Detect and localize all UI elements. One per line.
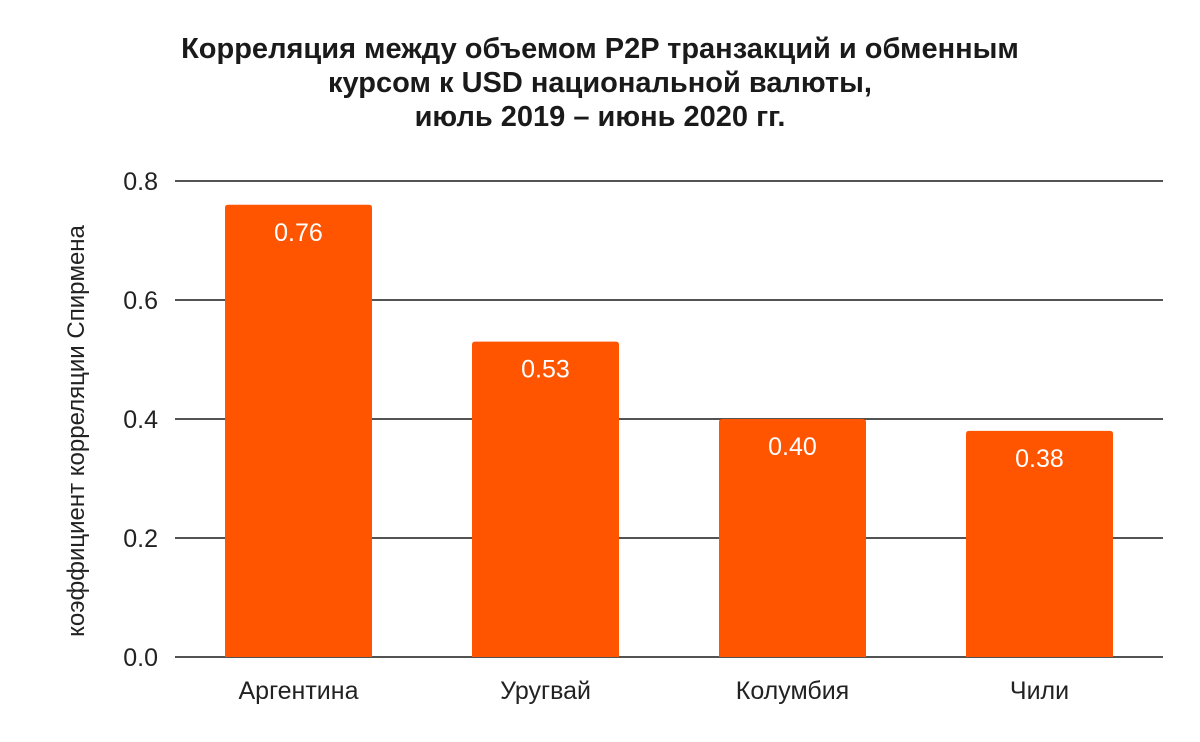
bar-data-label: 0.40 — [768, 433, 817, 461]
y-axis-title: коэффициент корреляции Спирмена — [63, 224, 90, 636]
y-tick-label: 0.6 — [123, 287, 158, 315]
bar — [225, 204, 372, 658]
bar — [472, 341, 619, 657]
bar-data-label: 0.38 — [1015, 445, 1064, 473]
label-layer: 0.0 0.2 0.4 0.6 0.8 0.76 Аргентина 0.53 Уругвай 0… — [123, 168, 1069, 705]
x-tick-label: Чили — [1010, 677, 1069, 705]
x-tick-label: Колумбия — [736, 677, 849, 705]
chart-title-line-3: июль 2019 – июнь 2020 гг. — [414, 101, 786, 133]
bar — [966, 430, 1113, 657]
bar-data-label: 0.76 — [274, 219, 323, 247]
y-tick-label: 0.2 — [123, 525, 158, 553]
bar — [719, 419, 866, 657]
x-tick-label: Аргентина — [239, 677, 359, 705]
chart-title: Корреляция между объемом P2P транзакций … — [0, 32, 1200, 134]
bar-data-label: 0.53 — [521, 356, 570, 384]
chart-title-line-1: Корреляция между объемом P2P транзакций … — [181, 33, 1019, 65]
x-tick-label: Уругвай — [500, 677, 591, 705]
y-tick-label: 0.0 — [123, 644, 158, 672]
chart-title-line-2: курсом к USD национальной валюты, — [328, 67, 872, 99]
y-tick-label: 0.8 — [123, 168, 158, 196]
y-tick-label: 0.4 — [123, 406, 158, 434]
bar-layer — [225, 204, 1113, 658]
